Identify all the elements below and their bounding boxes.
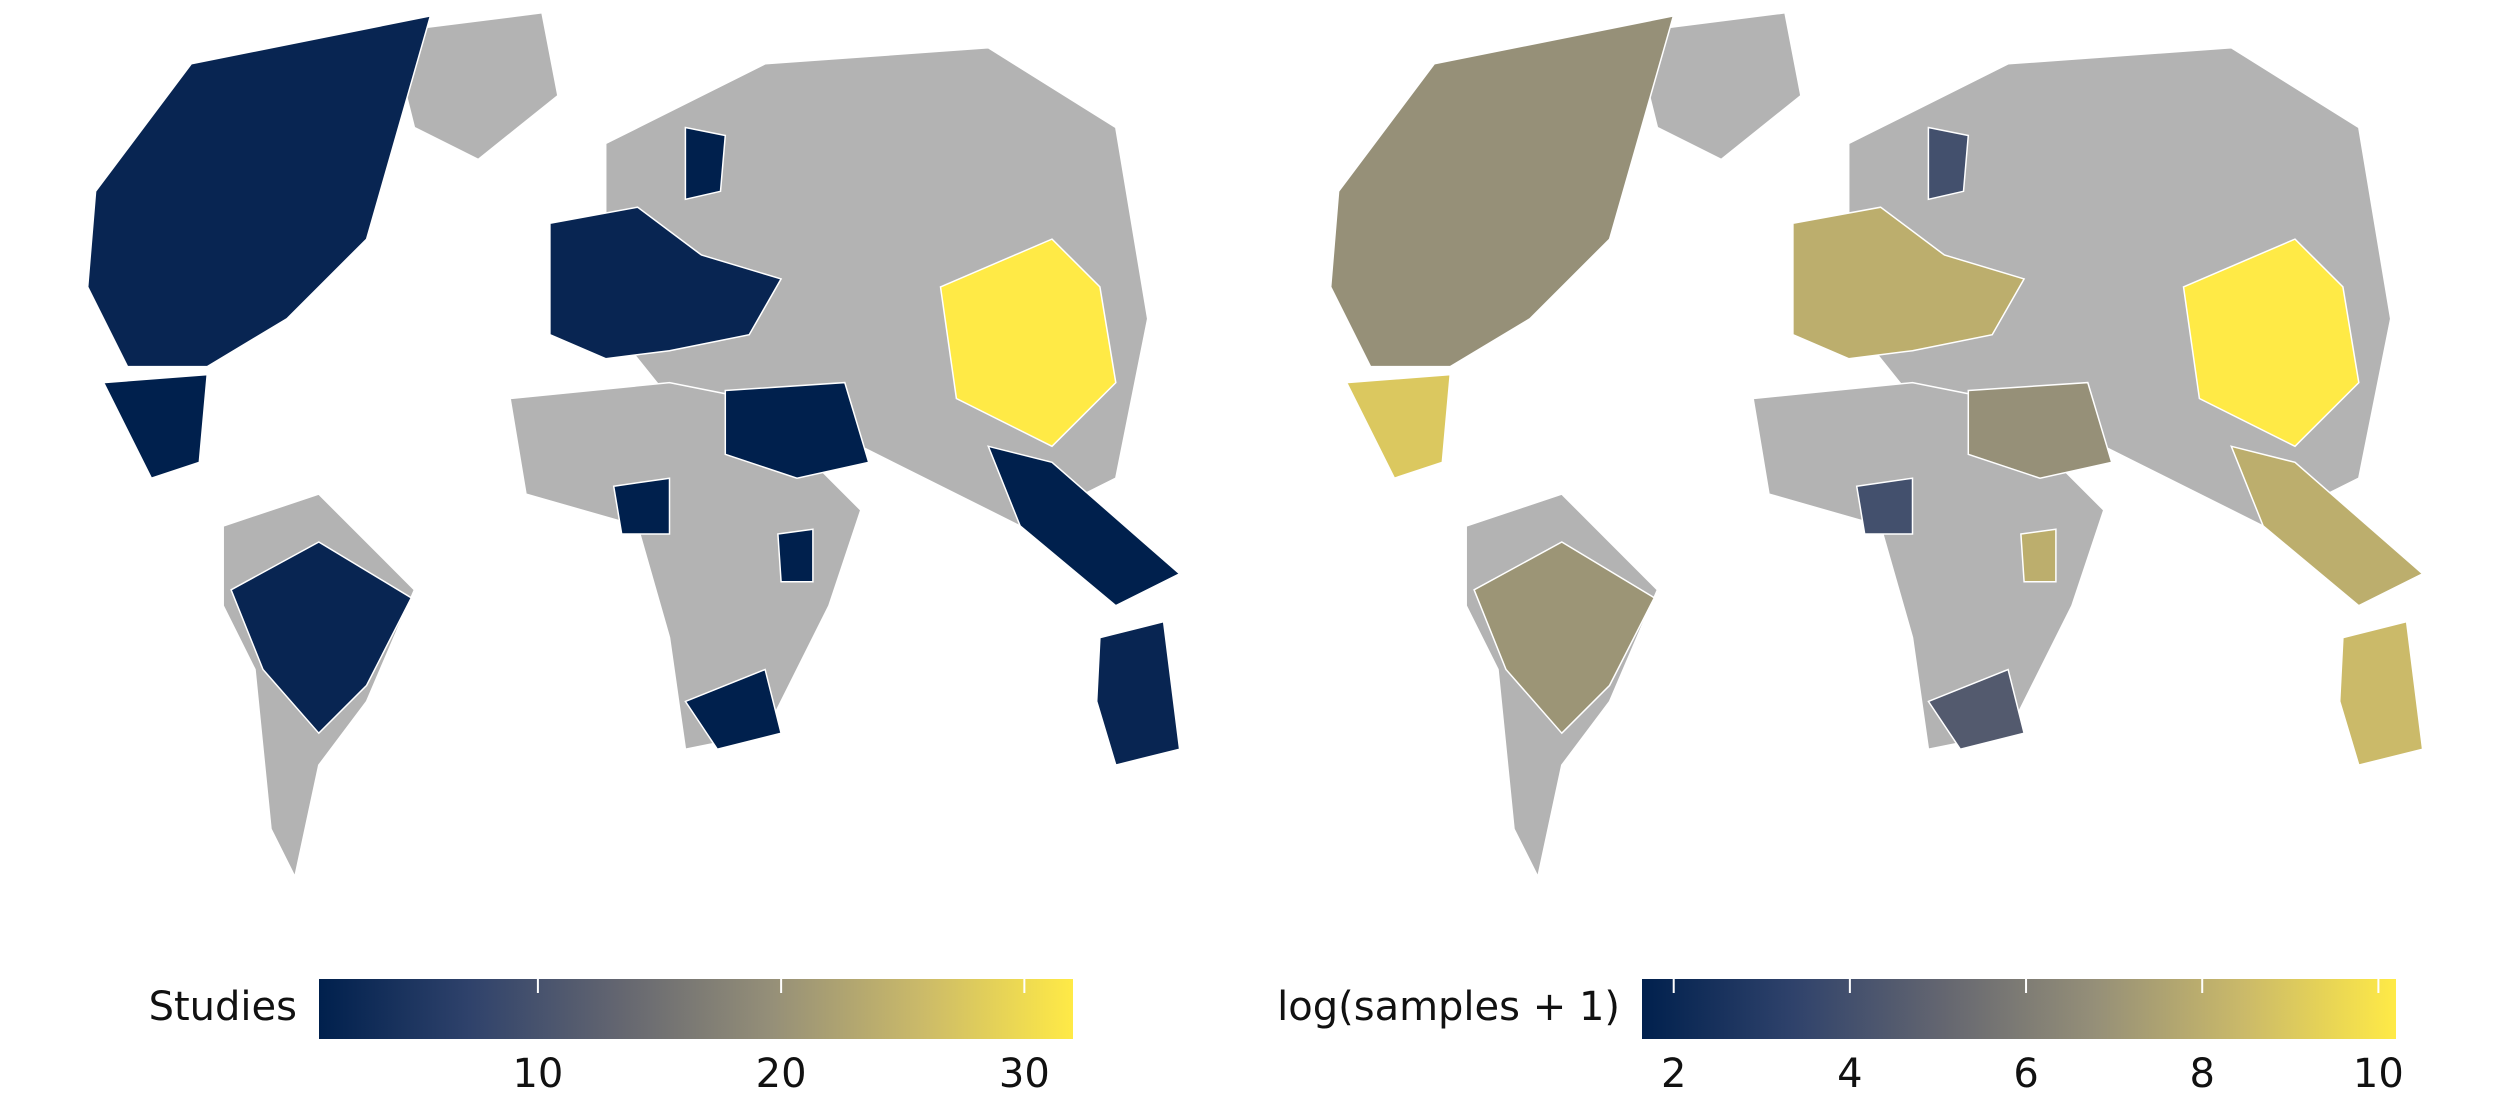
country xyxy=(1095,620,1181,767)
country xyxy=(777,528,814,583)
country xyxy=(86,14,432,368)
tick-label: 8 xyxy=(2189,1051,2214,1097)
country xyxy=(612,477,671,535)
legend-title: log(samples + 1) xyxy=(1277,984,1620,1030)
tick-label: 6 xyxy=(2013,1051,2038,1097)
colorbar xyxy=(1642,979,2396,1039)
no-data-land xyxy=(389,11,559,161)
country xyxy=(1792,206,2026,360)
country xyxy=(1927,668,2026,751)
country xyxy=(1855,477,1914,535)
tick-label: 4 xyxy=(1837,1051,1862,1097)
map-panel xyxy=(86,11,1181,879)
map-panel xyxy=(1329,11,2424,879)
country xyxy=(102,373,209,480)
country xyxy=(2020,528,2057,583)
country xyxy=(2230,445,2424,607)
legend-title: Studies xyxy=(149,984,297,1030)
country xyxy=(987,445,1181,607)
country xyxy=(2182,238,2360,448)
country xyxy=(939,238,1117,448)
country xyxy=(684,126,727,201)
country xyxy=(1329,14,1675,368)
country xyxy=(684,668,783,751)
country xyxy=(1473,541,1656,735)
no-data-land xyxy=(1632,11,1802,161)
tick-label: 10 xyxy=(512,1051,563,1097)
country xyxy=(2338,620,2424,767)
colorbar xyxy=(319,979,1073,1039)
country xyxy=(724,381,870,479)
country xyxy=(230,541,413,735)
country xyxy=(549,206,783,360)
country xyxy=(1967,381,2113,479)
tick-label: 2 xyxy=(1661,1051,1686,1097)
country xyxy=(1927,126,1970,201)
country xyxy=(1345,373,1452,480)
tick-label: 20 xyxy=(756,1051,807,1097)
tick-label: 10 xyxy=(2353,1051,2404,1097)
tick-label: 30 xyxy=(999,1051,1050,1097)
